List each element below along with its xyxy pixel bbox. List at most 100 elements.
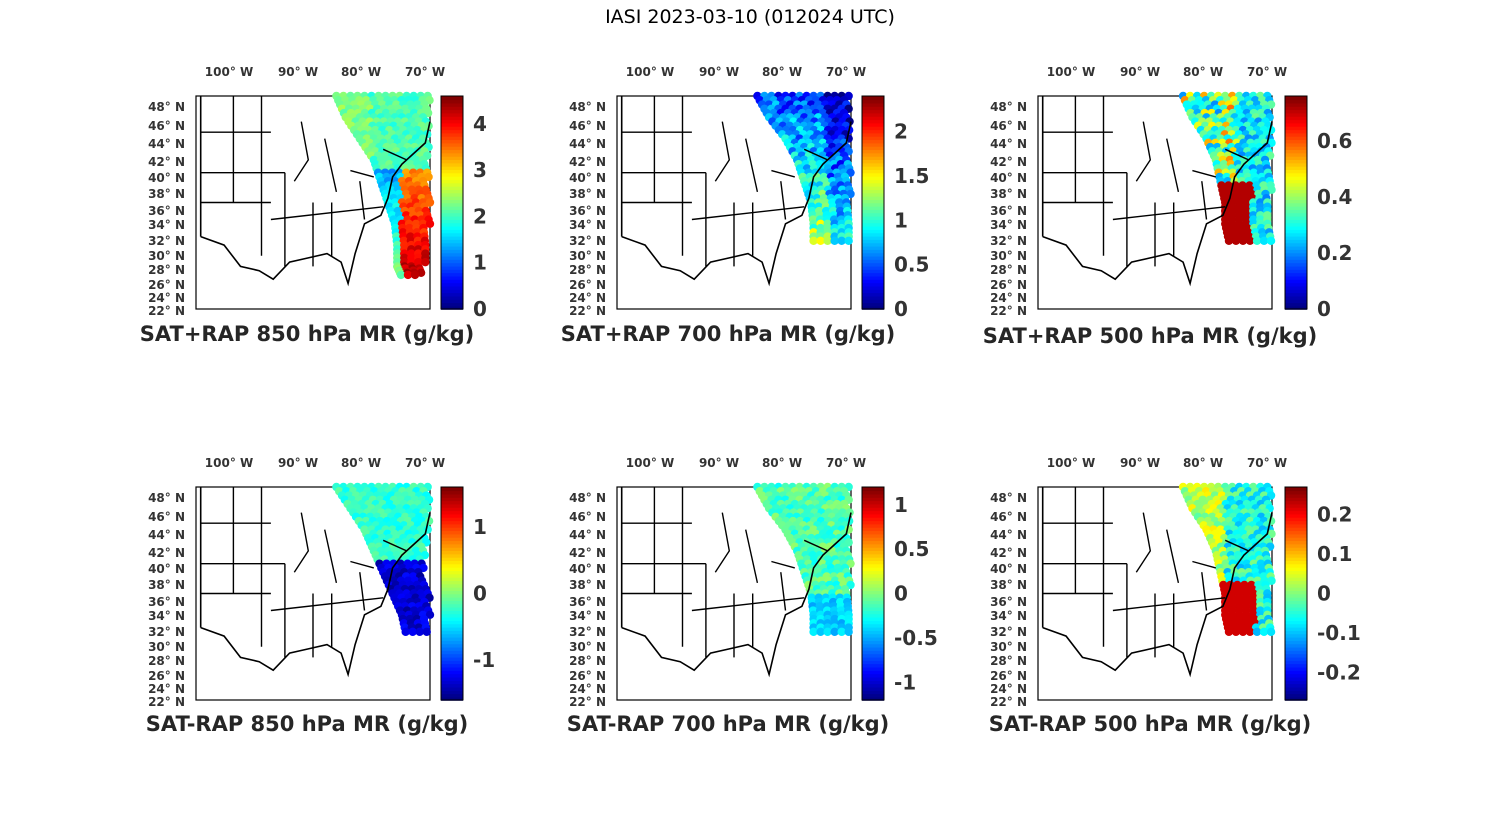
lat-label: 22° N: [148, 304, 185, 318]
colorbar-segment: [441, 503, 463, 508]
colorbar-segment: [441, 600, 463, 605]
colorbar-segment: [862, 583, 884, 588]
lat-label: 38° N: [148, 187, 185, 201]
colorbar-segment: [1285, 666, 1307, 671]
colorbar-segment: [441, 643, 463, 648]
colorbar-segment: [1285, 616, 1307, 621]
colorbar-segment: [862, 643, 884, 648]
colorbar-segment: [1285, 607, 1307, 611]
lat-label: 34° N: [990, 218, 1027, 232]
colorbar-segment: [441, 299, 463, 304]
colorbar-segment: [441, 289, 463, 294]
colorbar-segment: [441, 209, 463, 214]
colorbar-segment: [1285, 176, 1307, 181]
colorbar-segment: [862, 109, 884, 114]
colorbar-segment: [441, 623, 463, 628]
colorbar-segment: [1285, 192, 1307, 197]
lon-label: 90° W: [278, 456, 318, 470]
colorbar-segment: [1285, 600, 1307, 605]
colorbar-segment: [862, 620, 884, 625]
colorbar-segment: [1285, 262, 1307, 267]
lat-label: 42° N: [569, 155, 606, 169]
colorbar-segment: [862, 543, 884, 548]
lat-label: 38° N: [569, 578, 606, 592]
colorbar-frame: [440, 95, 464, 310]
retrieval-points: [753, 91, 855, 246]
colorbar-segment: [862, 96, 884, 101]
retrieval-point: [1267, 185, 1276, 194]
lon-label: 100° W: [1047, 65, 1095, 79]
lat-label: 32° N: [990, 625, 1027, 639]
state-border: [382, 148, 407, 161]
colorbar-segment: [1285, 302, 1307, 307]
colorbar-segment: [441, 570, 463, 575]
colorbar-segment: [1285, 490, 1307, 495]
colorbar-segment: [862, 623, 884, 628]
colorbar-segment: [862, 493, 884, 498]
colorbar-segment: [1285, 146, 1307, 151]
colorbar-segment: [1285, 646, 1307, 651]
colorbar-segment: [862, 229, 884, 234]
colorbar-segment: [441, 567, 463, 572]
state-border: [1201, 572, 1208, 611]
retrieval-point: [837, 627, 846, 637]
retrieval-point: [830, 236, 839, 246]
colorbar-segment: [1285, 603, 1307, 608]
colorbar-segment: [441, 653, 463, 658]
colorbar-segment: [1285, 292, 1307, 297]
colorbar-segment: [441, 616, 463, 621]
colorbar-segment: [1285, 275, 1307, 280]
coastline: [1041, 487, 1273, 678]
retrieval-point: [1252, 236, 1262, 246]
colorbar-segment: [862, 593, 884, 598]
colorbar-segment: [1285, 597, 1307, 601]
colorbar-segment: [862, 219, 884, 224]
state-border: [771, 560, 795, 569]
lat-label: 30° N: [990, 640, 1027, 654]
colorbar-segment: [441, 636, 463, 641]
colorbar: 0 1 2 3 4: [440, 95, 487, 321]
colorbar-tick-label: -1: [473, 648, 495, 672]
colorbar-segment: [1285, 573, 1307, 578]
colorbar-segment: [1285, 523, 1307, 528]
panel-sat-rap-diff-700: 100° W 90° W 80° W 70° W 48° N 46° N 44° N 42° …: [567, 456, 938, 736]
colorbar-segment: [1285, 676, 1307, 681]
lat-label: 36° N: [990, 595, 1027, 609]
colorbar-segment: [862, 189, 884, 194]
colorbar-tick-label: 0.2: [1317, 503, 1352, 527]
state-border: [745, 529, 759, 584]
colorbar-segment: [1285, 252, 1307, 257]
colorbar-segment: [441, 646, 463, 651]
colorbar-segment: [1285, 109, 1307, 114]
retrieval-points: [1178, 482, 1276, 637]
lat-label: 40° N: [569, 562, 606, 576]
colorbar-segment: [441, 162, 463, 167]
retrieval-points: [1178, 91, 1276, 246]
colorbar-segment: [862, 99, 884, 104]
colorbar-segment: [1285, 690, 1307, 695]
colorbar-segment: [441, 597, 463, 601]
panel-sat-rap-diff-500: 100° W 90° W 80° W 70° W 48° N 46° N 44° N 42° …: [989, 456, 1361, 736]
retrieval-point: [1238, 236, 1248, 246]
colorbar-segment: [862, 102, 884, 107]
lat-label: 42° N: [990, 155, 1027, 169]
colorbar: -0.2 -0.1 0 0.1 0.2: [1284, 486, 1361, 701]
lat-label: 42° N: [990, 546, 1027, 560]
colorbar-segment: [441, 252, 463, 257]
colorbar-segment: [862, 255, 884, 260]
colorbar-tick-label: 0.5: [894, 537, 929, 561]
lon-label: 70° W: [826, 65, 866, 79]
colorbar-segment: [1285, 136, 1307, 141]
retrieval-point: [1267, 576, 1276, 585]
lat-label: 22° N: [990, 304, 1027, 318]
colorbar-segment: [862, 613, 884, 618]
colorbar-segment: [1285, 289, 1307, 294]
lat-label: 22° N: [990, 695, 1027, 709]
colorbar-segment: [862, 663, 884, 668]
colorbar-segment: [441, 537, 463, 542]
colorbar-segment: [441, 670, 463, 675]
colorbar-segment: [1285, 510, 1307, 515]
colorbar-segment: [862, 660, 884, 665]
lat-label: 46° N: [148, 510, 185, 524]
lat-label: 48° N: [569, 491, 606, 505]
